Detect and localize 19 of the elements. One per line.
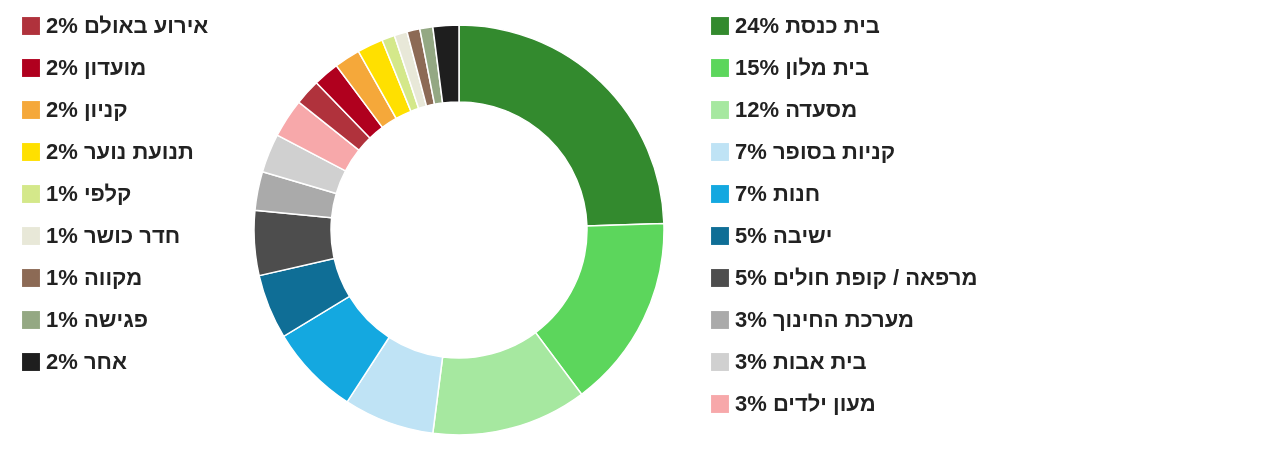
- legend-label: אירוע באולם 2%: [46, 13, 209, 38]
- legend-label: בית אבות 3%: [735, 349, 867, 374]
- legend-label: מועדון 2%: [46, 55, 147, 80]
- legend-label: מסעדה 12%: [735, 97, 858, 122]
- legend-label: תנועת נוער 2%: [46, 139, 194, 164]
- legend-label: בית מלון 15%: [735, 55, 869, 80]
- legend-label: מקווה 1%: [46, 265, 143, 290]
- legend-label: קניון 2%: [46, 97, 128, 122]
- legend-label: פגישה 1%: [46, 307, 149, 332]
- legend-label: חנות 7%: [735, 181, 821, 206]
- legend-label: אחר 2%: [46, 349, 127, 374]
- legend-label: מערכת החינוך 3%: [735, 307, 915, 332]
- legend-label: מעון ילדים 3%: [735, 391, 876, 416]
- legend-label: ישיבה 5%: [735, 223, 833, 248]
- legend-label: מרפאה / קופת חולים 5%: [735, 265, 978, 290]
- legend-label: קניות בסופר 7%: [735, 139, 896, 164]
- legend-label: חדר כושר 1%: [46, 223, 181, 248]
- legend-label: בית כנסת 24%: [735, 13, 880, 38]
- legend-label: קלפי 1%: [46, 181, 132, 206]
